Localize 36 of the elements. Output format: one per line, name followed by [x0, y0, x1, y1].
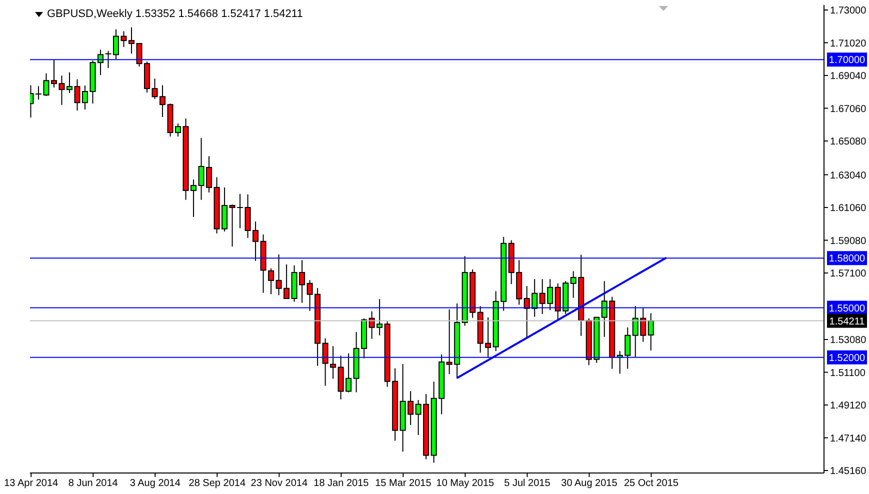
y-tick-label: 1.51100: [830, 368, 866, 379]
candlestick: [322, 338, 328, 386]
x-tick-label: 18 Jan 2015: [314, 478, 370, 490]
candlestick: [113, 28, 119, 60]
candlestick: [648, 312, 654, 351]
x-tick-label: 8 Jun 2014: [68, 478, 118, 490]
ref-line-label: 1.70000: [828, 55, 866, 66]
x-tick-label: 25 Oct 2015: [624, 478, 679, 490]
y-tick-label: 1.57100: [830, 268, 867, 280]
x-tick-label: 13 Apr 2014: [4, 478, 59, 490]
y-tick-label: 1.65080: [830, 136, 867, 148]
ref-line-label: 1.58000: [828, 254, 866, 265]
y-tick-label: 1.53080: [830, 335, 867, 346]
ref-line-label: 1.52000: [828, 352, 866, 364]
y-tick-label: 1.63040: [830, 170, 867, 182]
x-tick-label: 15 Mar 2015: [375, 478, 432, 490]
y-tick-label: 1.59080: [830, 236, 867, 247]
x-tick-label: 30 Aug 2015: [561, 478, 618, 490]
y-tick-label: 1.45160: [830, 466, 867, 478]
y-tick-label: 1.67060: [830, 104, 867, 115]
ref-line-label: 1.55000: [828, 303, 866, 314]
chart-title: GBPUSD,Weekly 1.53352 1.54668 1.52417 1.54211: [47, 7, 303, 21]
ref-line-label: 1.54211: [829, 316, 866, 328]
x-tick-label: 3 Aug 2014: [130, 478, 181, 490]
y-tick-label: 1.73000: [830, 6, 867, 17]
x-tick-label: 28 Sep 2014: [188, 478, 246, 490]
y-tick-label: 1.47140: [830, 433, 867, 444]
candlestick: [330, 346, 336, 380]
y-tick-label: 1.61060: [830, 203, 867, 214]
y-tick-label: 1.69040: [830, 71, 867, 82]
x-tick-label: 5 Jul 2015: [504, 478, 551, 490]
x-tick-label: 10 May 2015: [436, 478, 495, 490]
candlestick: [268, 268, 274, 295]
x-tick-label: 23 Nov 2014: [250, 478, 308, 490]
y-tick-label: 1.49120: [830, 400, 867, 412]
y-tick-label: 1.71020: [830, 38, 867, 50]
